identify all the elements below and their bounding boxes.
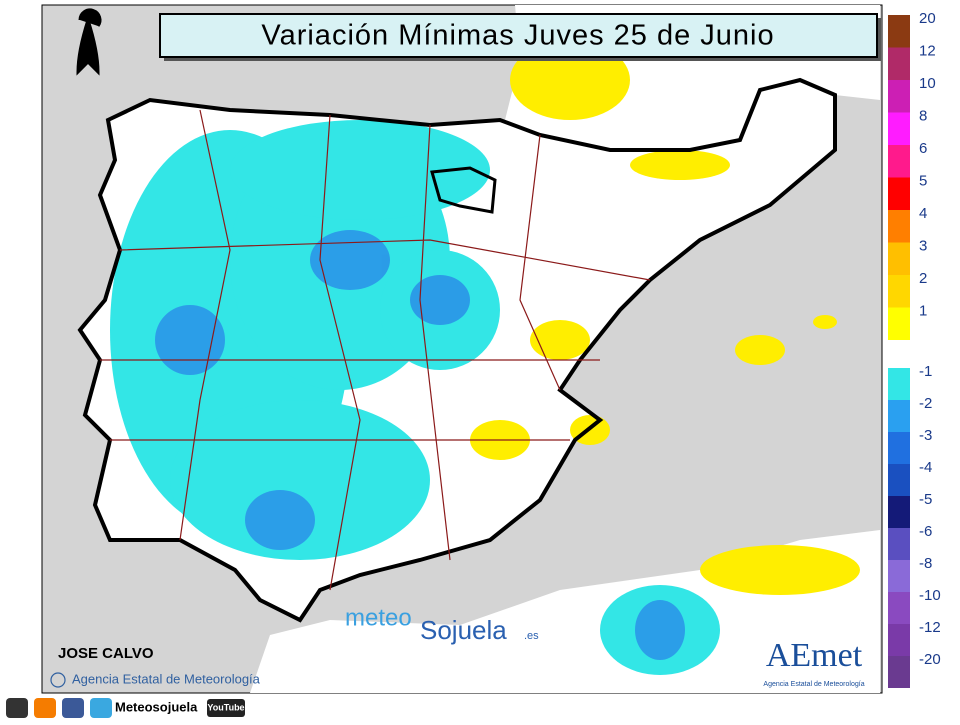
island: [813, 315, 837, 329]
instagram-icon: [6, 698, 28, 718]
legend-swatch: [888, 464, 910, 496]
legend-swatch: [888, 656, 910, 688]
legend-swatch: [888, 496, 910, 528]
legend-label: -6: [919, 523, 932, 540]
agency: Agencia Estatal de Meteorología: [72, 671, 261, 686]
facebook-icon[interactable]: [62, 698, 84, 718]
cold-area: [230, 120, 490, 220]
legend: 20 12 10 8 6 5 4 3 2 1 -1 -2 -3 -4 -5 -6 -8 -10 -12 -20: [888, 10, 941, 688]
legend-label: 10: [919, 75, 936, 92]
warm-area: [700, 545, 860, 595]
legend-swatch: [888, 275, 910, 308]
border: [100, 109, 651, 591]
watermark-name: Sojuela: [420, 615, 507, 645]
legend-label: 4: [919, 205, 927, 222]
la-rioja: [430, 166, 497, 214]
cold-core: [635, 600, 685, 660]
watermark-meteo: meteo: [345, 604, 412, 631]
legend-label: 5: [919, 172, 927, 189]
province-borders: [100, 109, 651, 591]
twitter-icon[interactable]: [90, 698, 112, 718]
legend-swatch: [888, 560, 910, 592]
title: Variación Mínimas Juves 25 de Junio: [261, 20, 774, 52]
title-box: [159, 13, 878, 58]
legend-swatch: [888, 432, 910, 464]
youtube-icon[interactable]: [207, 699, 245, 717]
author: JOSE CALVO: [58, 645, 154, 662]
warm-area: [630, 150, 730, 180]
legend-swatch: [888, 177, 910, 210]
legend-swatch: [888, 400, 910, 432]
colder-anomalies: [155, 230, 685, 660]
legend-swatch: [888, 80, 910, 113]
legend-label: -20: [919, 651, 941, 668]
legend-label: 3: [919, 237, 927, 254]
logo-box: [748, 625, 880, 691]
warm-area: [530, 320, 590, 360]
legend-label: -1: [919, 363, 932, 380]
cold-core: [155, 305, 225, 375]
legend-label: -4: [919, 459, 932, 476]
legend-swatch: [888, 624, 910, 656]
legend-label: 12: [919, 42, 936, 59]
legend-swatch: [888, 210, 910, 243]
legend-swatch: [888, 47, 910, 80]
logo: AEmet: [766, 637, 863, 674]
mourning-ribbon: [76, 8, 102, 76]
legend-swatch: [888, 592, 910, 624]
legend-label: -3: [919, 427, 932, 444]
legend-label: 20: [919, 10, 936, 27]
site-name[interactable]: Meteosojuela: [115, 699, 198, 714]
legend-label: -10: [919, 587, 941, 604]
legend-label: 2: [919, 270, 927, 287]
legend-swatch: [888, 368, 910, 400]
youtube-label[interactable]: YouTube: [207, 702, 244, 712]
logo-subtitle: Agencia Estatal de Meteorología: [763, 681, 864, 688]
blogger-icon[interactable]: [34, 698, 56, 718]
legend-label: -2: [919, 395, 932, 412]
legend-label: -8: [919, 555, 932, 572]
copyright-icon: [50, 672, 66, 688]
cold-core: [310, 230, 390, 290]
legend-label: -12: [919, 619, 941, 636]
legend-label: 8: [919, 107, 927, 124]
coastline: [77, 77, 837, 623]
legend-swatch: [888, 112, 910, 145]
legend-label: 1: [919, 302, 927, 319]
legend-label: 6: [919, 140, 927, 157]
legend-label: -5: [919, 491, 932, 508]
island: [735, 335, 785, 365]
legend-swatch: [888, 528, 910, 560]
cold-core: [410, 275, 470, 325]
legend-swatch: [888, 15, 910, 48]
watermark-domain: .es: [524, 630, 539, 642]
legend-swatch: [888, 145, 910, 178]
legend-swatch: [888, 307, 910, 340]
legend-swatch: [888, 242, 910, 275]
cold-core: [245, 490, 315, 550]
